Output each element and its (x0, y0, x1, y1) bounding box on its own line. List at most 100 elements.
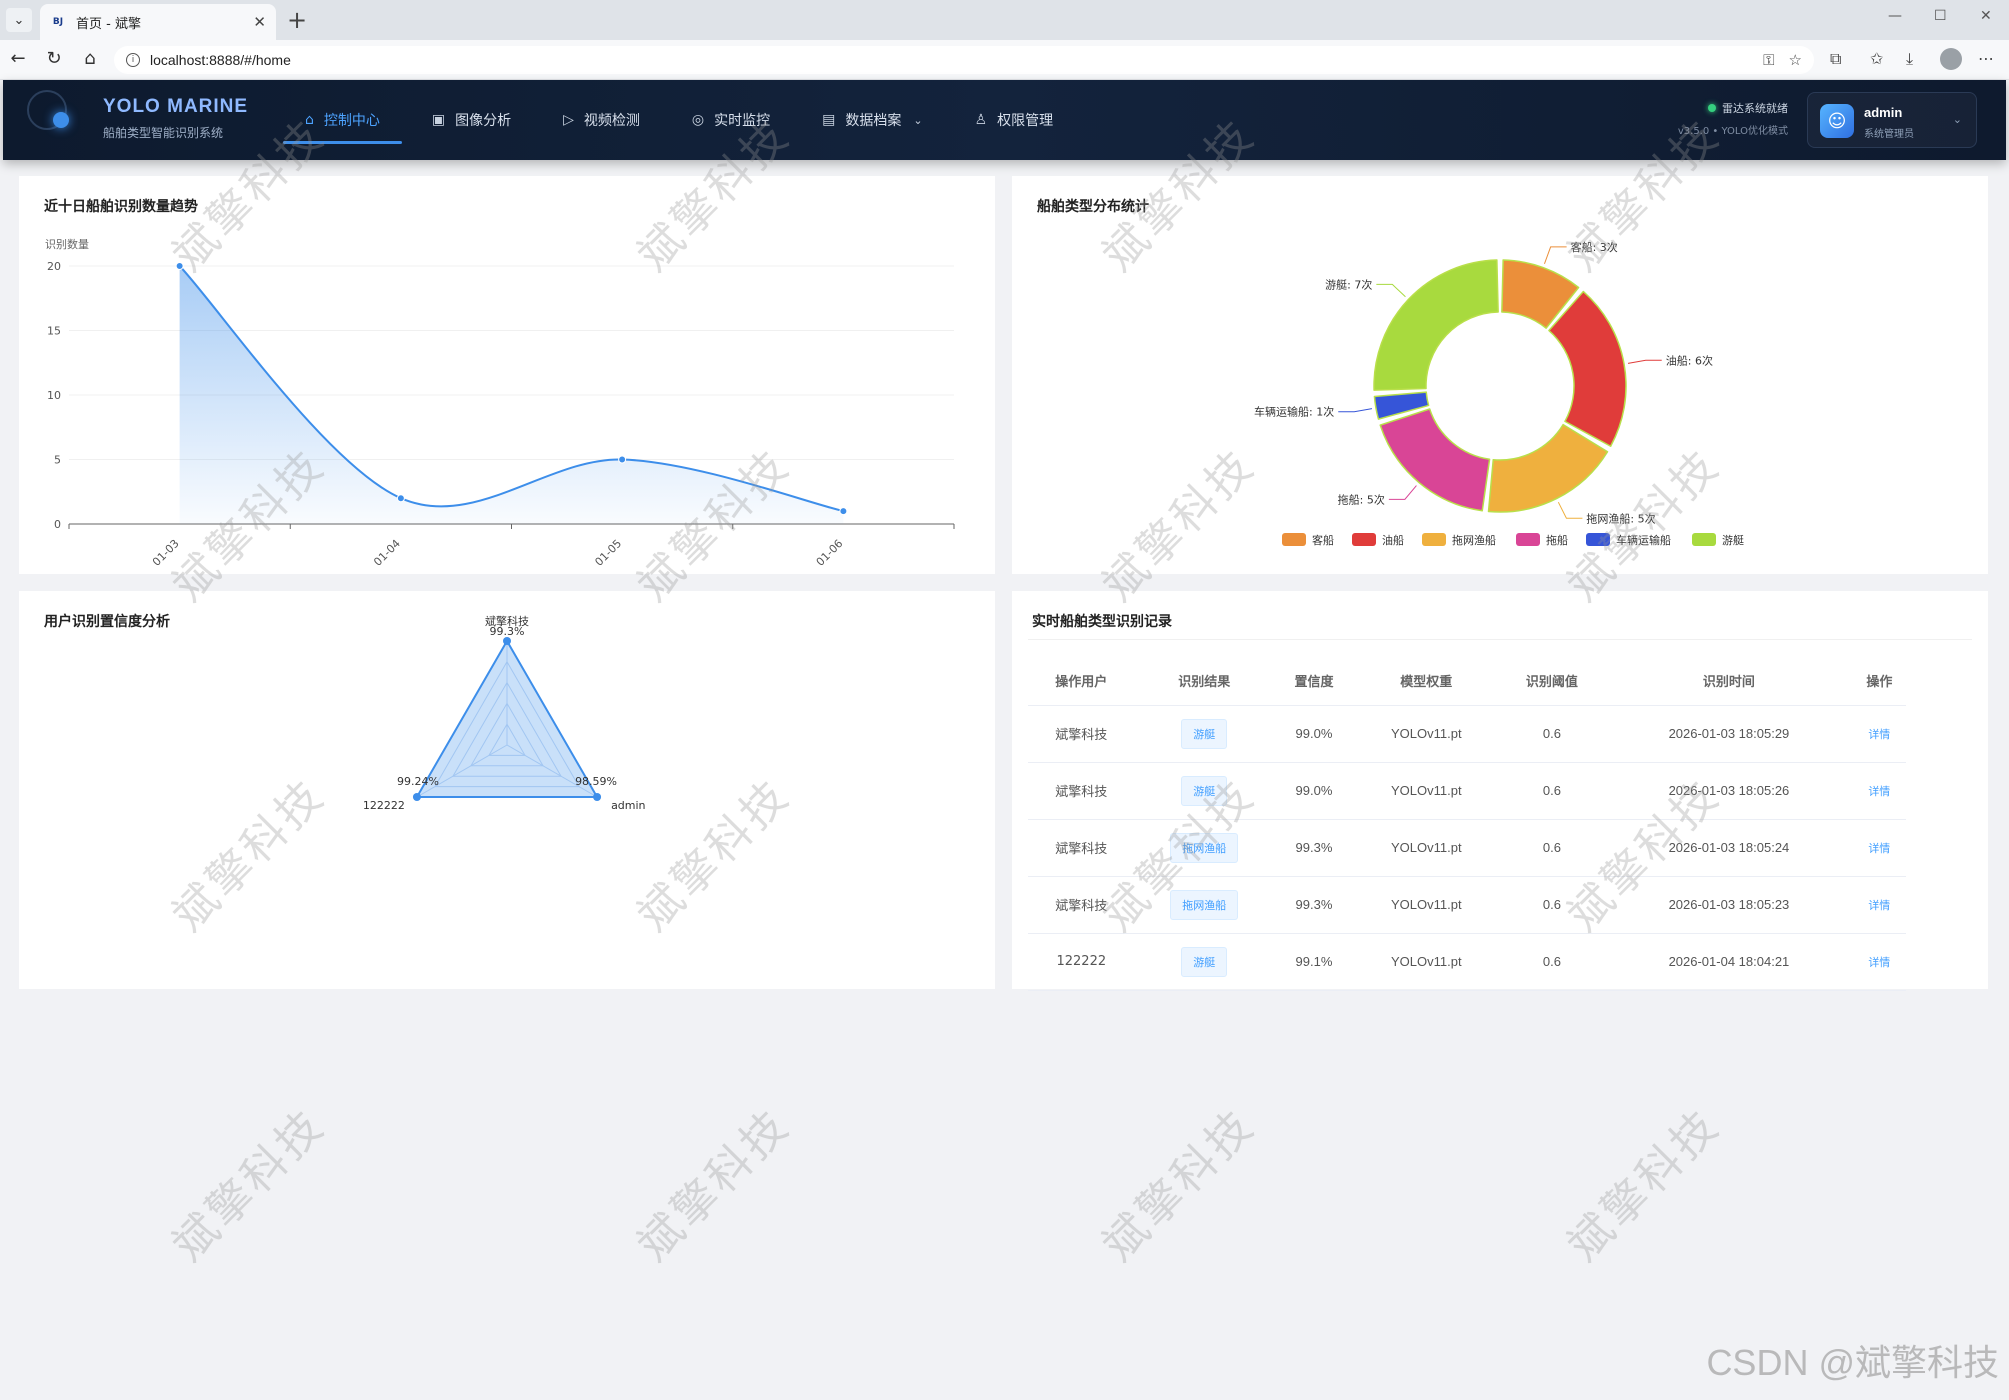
pie-slice (1548, 290, 1627, 448)
nav-item-data-archive[interactable]: ▤ 数据档案 ⌄ (796, 80, 948, 160)
result-tag: 拖网渔船 (1170, 832, 1239, 863)
x-tick-label: 01-05 (592, 537, 624, 569)
cell-confidence: 99.0% (1273, 705, 1354, 763)
result-tag: 游艇 (1181, 775, 1228, 806)
table-row: 122222 游艇 99.1% YOLOv11.pt 0.6 2026-01-0… (1028, 933, 1906, 991)
key-icon[interactable]: ⚿ (1763, 51, 1775, 69)
nav-label: 图像分析 (455, 113, 512, 129)
minimize-icon[interactable]: — (1888, 8, 1902, 24)
address-bar-row: ← ↻ ⌂ i localhost:8888/#/home ⚿ ☆ ⧉ ✩ ⤓ … (0, 40, 2009, 80)
profile-avatar[interactable] (1940, 48, 1962, 70)
user-menu[interactable]: ☺ admin 系统管理员 ⌄ (1807, 92, 1977, 148)
maximize-icon[interactable]: ☐ (1934, 8, 1947, 24)
nav-item-permissions[interactable]: ♙ 权限管理 (949, 80, 1080, 160)
detail-link[interactable]: 详情 (1868, 898, 1891, 912)
trend-point (175, 262, 184, 270)
col-action: 操作 (1852, 657, 1906, 706)
nav-label: 视频检测 (583, 113, 640, 129)
x-tick-label: 01-03 (150, 537, 182, 569)
extensions-icon[interactable]: ⧉ (1830, 49, 1842, 68)
nav-item-image-analysis[interactable]: ▣ 图像分析 (406, 80, 537, 160)
reload-icon[interactable]: ↻ (46, 48, 62, 69)
star-icon[interactable]: ☆ (1788, 51, 1802, 69)
radar-grid-ring (452, 681, 562, 777)
cell-model: YOLOv11.pt (1353, 933, 1499, 991)
watermark-text: 斌擎科技 (1093, 1099, 1266, 1272)
trend-line (178, 265, 844, 513)
legend-swatch (1282, 533, 1306, 546)
trend-point (396, 494, 405, 503)
nav-item-control-center[interactable]: ⌂ 控制中心 (279, 80, 406, 160)
detail-link[interactable]: 详情 (1868, 784, 1891, 798)
legend-swatch (1516, 533, 1540, 546)
watermark-text: 斌擎科技 (628, 1099, 801, 1272)
radar-grid-ring (488, 723, 526, 756)
cell-threshold: 0.6 (1498, 819, 1606, 877)
table-row: 斌擎科技 游艇 99.0% YOLOv11.pt 0.6 2026-01-03 … (1028, 762, 1906, 820)
chevron-down-icon: ⌄ (13, 12, 25, 28)
back-icon[interactable]: ← (10, 48, 26, 69)
home-icon[interactable]: ⌂ (84, 48, 96, 69)
camera-icon: ◎ (691, 112, 705, 128)
radar-card: 用户识别置信度分析 斌擎科技 99.3% admin 98.59% 122222 99.2… (19, 591, 995, 989)
radar-area (415, 639, 599, 798)
csdn-watermark: CSDN @斌擎科技 (1706, 1342, 1999, 1383)
status-text: 雷达系统就绪 (1722, 102, 1788, 115)
table-row: 斌擎科技 拖网渔船 99.3% YOLOv11.pt 0.6 2026-01-0… (1028, 819, 1906, 877)
radar-indicator-label: 斌擎科技 (485, 614, 529, 628)
col-user: 操作用户 (1028, 657, 1135, 706)
cell-model: YOLOv11.pt (1353, 705, 1499, 763)
status-dot-icon (1708, 104, 1716, 112)
pie-slice (1379, 408, 1491, 512)
pie-leader-line (1376, 283, 1406, 298)
window-close-icon[interactable]: ✕ (1980, 8, 1992, 24)
browser-tab[interactable]: BJ 首页 - 斌擎 ✕ (40, 4, 276, 40)
detail-link[interactable]: 详情 (1868, 727, 1891, 741)
app-header: YOLO MARINE 船舶类型智能识别系统 ⌂ 控制中心 ▣ 图像分析 ▷ 视… (3, 80, 2006, 160)
new-tab-icon[interactable]: + (287, 6, 308, 34)
table-header-row: 操作用户 识别结果 置信度 模型权重 识别阈值 识别时间 操作 (1028, 657, 1906, 706)
tab-list-button[interactable]: ⌄ (6, 8, 32, 32)
url-input[interactable]: i localhost:8888/#/home ⚿ ☆ (114, 46, 1814, 74)
info-icon[interactable]: i (126, 53, 140, 67)
legend-swatch (1586, 533, 1610, 546)
legend-label: 拖网渔船 (1452, 533, 1496, 547)
pie-leader-line (1627, 359, 1662, 364)
nav-item-live-monitor[interactable]: ◎ 实时监控 (666, 80, 796, 160)
cell-threshold: 0.6 (1498, 933, 1606, 991)
pie-slice-label: 油船: 6次 (1666, 353, 1713, 367)
cell-threshold: 0.6 (1498, 762, 1606, 820)
pie-slice (1373, 391, 1430, 420)
pie-slice-label: 车辆运输船: 1次 (1254, 405, 1334, 419)
nav-label: 数据档案 (845, 113, 902, 129)
close-icon[interactable]: ✕ (253, 13, 266, 31)
col-threshold: 识别阈值 (1498, 657, 1606, 706)
pie-slice-label: 客船: 3次 (1571, 240, 1618, 254)
more-icon[interactable]: ⋯ (1978, 49, 1994, 68)
cell-time: 2026-01-03 18:05:24 (1605, 819, 1853, 877)
y-axis-label: 识别数量 (45, 238, 89, 251)
chevron-down-icon: ⌄ (1952, 113, 1962, 126)
legend-swatch (1422, 533, 1446, 546)
favorites-icon[interactable]: ✩ (1870, 49, 1884, 68)
pie-leader-line (1557, 501, 1583, 519)
title-divider (1028, 639, 1972, 640)
y-tick-label: 10 (47, 389, 61, 402)
radar-indicator-label: 122222 (363, 799, 405, 812)
cell-time: 2026-01-03 18:05:23 (1605, 876, 1853, 934)
col-confidence: 置信度 (1273, 657, 1354, 706)
pie-slice-label: 拖网渔船: 5次 (1586, 511, 1655, 525)
nav-item-video-detection[interactable]: ▷ 视频检测 (537, 80, 666, 160)
download-icon[interactable]: ⤓ (1906, 49, 1914, 68)
detail-link[interactable]: 详情 (1868, 955, 1891, 969)
pie-card: 船舶类型分布统计 客船: 3次 油船: 6次 拖网渔船: 5次 拖船: 5次 车辆运输船… (1012, 176, 1988, 574)
detail-link[interactable]: 详情 (1868, 841, 1891, 855)
x-tick-label: 01-06 (814, 537, 846, 569)
tab-title: 首页 - 斌擎 (76, 16, 141, 32)
y-tick-label: 0 (54, 518, 61, 531)
cell-threshold: 0.6 (1498, 876, 1606, 934)
y-tick-label: 20 (47, 260, 61, 273)
records-table: 操作用户 识别结果 置信度 模型权重 识别阈值 识别时间 操作 斌擎科技 游艇 … (1028, 657, 1906, 991)
logo-dot-icon (53, 112, 69, 128)
table-row: 斌擎科技 拖网渔船 99.3% YOLOv11.pt 0.6 2026-01-0… (1028, 876, 1906, 934)
